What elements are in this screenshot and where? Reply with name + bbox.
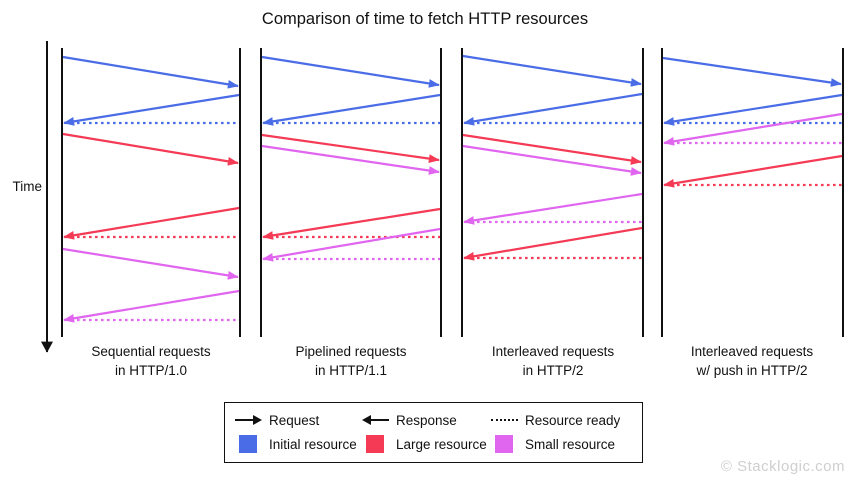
panel-caption-http11: Pipelined requests in HTTP/1.1: [241, 343, 461, 380]
request-arrow-small: [462, 144, 642, 176]
response-arrow-initial: [63, 93, 240, 126]
request-arrow-initial: [662, 56, 842, 87]
response-arrow-large: [663, 154, 843, 188]
legend-label: Large resource: [396, 436, 487, 452]
time-axis-label: Time: [12, 179, 43, 194]
response-arrow-small: [463, 192, 643, 225]
response-arrow-icon: [361, 415, 389, 425]
response-arrow-small: [663, 112, 843, 146]
large-resource-swatch: [361, 435, 389, 453]
small-resource-swatch: [490, 435, 518, 453]
caption-line: in HTTP/1.0: [114, 362, 188, 378]
caption-line: in HTTP/2: [522, 362, 584, 378]
legend-item-large-resource: Large resource: [361, 434, 487, 454]
response-arrow-large: [262, 207, 441, 240]
request-arrow-small: [261, 144, 440, 175]
legend-item-request: Request: [234, 410, 319, 430]
legend-item-small-resource: Small resource: [490, 434, 615, 454]
page-title: Comparison of time to fetch HTTP resourc…: [261, 10, 589, 28]
legend-item-resource-ready: Resource ready: [490, 410, 620, 430]
response-arrow-large: [63, 206, 240, 240]
request-arrow-initial: [462, 54, 642, 87]
response-arrow-initial: [663, 93, 843, 126]
request-arrow-initial: [62, 55, 239, 89]
dotted-line-icon: [490, 419, 518, 421]
legend-label: Response: [396, 412, 457, 428]
response-arrow-large: [463, 226, 643, 261]
panel-caption-http2-push: Interleaved requests w/ push in HTTP/2: [642, 343, 850, 380]
request-arrow-small: [62, 247, 239, 280]
caption-line: w/ push in HTTP/2: [696, 362, 808, 378]
request-arrow-large: [261, 133, 440, 163]
request-arrow-initial: [261, 55, 440, 88]
response-arrow-initial: [262, 93, 441, 126]
legend-label: Small resource: [525, 436, 616, 452]
response-arrow-initial: [463, 92, 643, 126]
legend-label: Request: [269, 412, 320, 428]
legend-label: Initial resource: [269, 436, 357, 452]
watermark: © Stacklogic.com: [720, 458, 845, 475]
response-arrow-small: [262, 227, 441, 262]
request-arrow-large: [62, 132, 239, 166]
caption-line: Interleaved requests: [491, 344, 615, 359]
legend: Request Response Resource ready Initial …: [224, 402, 643, 463]
caption-line: Pipelined requests: [295, 344, 407, 359]
response-arrow-small: [63, 289, 240, 323]
caption-line: Interleaved requests: [690, 344, 814, 359]
panel-caption-http2: Interleaved requests in HTTP/2: [443, 343, 663, 380]
legend-label: Resource ready: [525, 412, 621, 428]
caption-line: Sequential requests: [91, 344, 211, 359]
panel-caption-http10: Sequential requests in HTTP/1.0: [41, 343, 261, 380]
legend-item-response: Response: [361, 410, 457, 430]
legend-item-initial-resource: Initial resource: [234, 434, 357, 454]
request-arrow-large: [462, 133, 642, 165]
initial-resource-swatch: [234, 435, 262, 453]
request-arrow-icon: [234, 415, 262, 425]
caption-line: in HTTP/1.1: [314, 362, 388, 378]
